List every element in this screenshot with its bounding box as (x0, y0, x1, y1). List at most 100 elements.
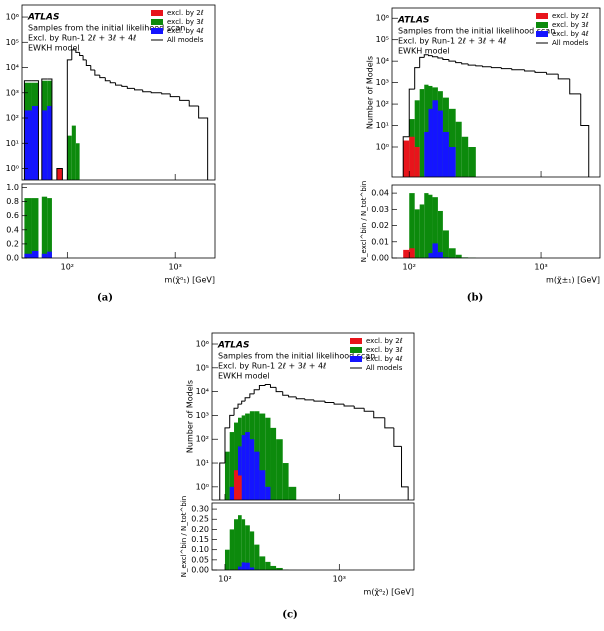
panel-caption: (c) (282, 610, 298, 621)
atlas-label: ATLAS (397, 16, 429, 26)
hist-bar (437, 110, 443, 177)
ratio-bar (224, 549, 230, 570)
hist-step (353, 405, 365, 409)
hist-bar (265, 486, 271, 500)
hist-step (414, 67, 420, 90)
ratio-bar (241, 519, 246, 570)
hist-step (31, 80, 39, 180)
y-tick-label: 10¹ (6, 139, 19, 148)
ratio-bar (47, 198, 52, 258)
hist-step (179, 96, 190, 101)
ratio-bar (31, 250, 39, 258)
legend-label: excl. by 3ℓ (366, 346, 403, 354)
y-tick-label: 10⁰ (196, 482, 209, 491)
hist-step (75, 49, 80, 53)
hist-step (384, 417, 394, 429)
hist-bar (238, 475, 242, 500)
hist-step (333, 402, 345, 405)
hist-step (569, 78, 581, 95)
ratio-plot (224, 515, 297, 570)
y-tick-label: 0.6 (6, 211, 19, 220)
y-tick-label: 0.04 (371, 189, 389, 198)
hist-step (219, 462, 225, 500)
upper-plot (23, 49, 209, 180)
x-tick-label: 10³ (333, 575, 346, 584)
annotation: Excl. by Run-1 2ℓ + 3ℓ + 4ℓ (398, 37, 506, 46)
legend-swatch (151, 28, 163, 34)
y-tick-label: 10⁰ (376, 143, 389, 152)
y-tick-label: 0.02 (371, 221, 389, 230)
hist-step (423, 54, 429, 58)
legend-label: excl. by 4ℓ (167, 27, 204, 35)
y-tick-label: 10¹ (376, 121, 389, 130)
ratio-bar (234, 519, 239, 570)
y-tick-label: 10⁴ (6, 63, 19, 72)
hist-step (324, 401, 335, 403)
hist-step (557, 74, 570, 80)
ratio-bar (41, 196, 48, 258)
axes-frame (211, 332, 415, 501)
x-tick-label: 10² (218, 575, 231, 584)
hist-bar (424, 84, 429, 177)
hist-step (169, 93, 180, 98)
ratio-plot (24, 196, 80, 258)
hist-bar (468, 147, 476, 177)
hist-bar (254, 451, 260, 500)
hist-step (275, 387, 283, 393)
hist-step (282, 391, 289, 396)
ratio-bar (249, 531, 255, 570)
legend-label: excl. by 3ℓ (167, 18, 204, 26)
hist-step (402, 136, 410, 177)
hist-step (448, 59, 456, 62)
y-tick-label: 0.00 (191, 566, 209, 575)
hist-step (373, 411, 385, 419)
axes-frame (391, 7, 601, 178)
hist-step (224, 427, 230, 464)
annotation: EWKH model (398, 47, 450, 56)
ratio-bar (41, 253, 48, 258)
hist-bar (414, 147, 420, 177)
hist-bar (229, 486, 235, 500)
y-tick-label: 10⁴ (196, 387, 209, 396)
hist-bar (461, 136, 469, 177)
y-tick-label: 0.25 (191, 515, 209, 524)
legend-label: excl. by 4ℓ (552, 30, 589, 38)
y-tick-label: 1.0 (6, 183, 19, 192)
y-tick-label: 10⁰ (6, 164, 19, 173)
hist-bar (414, 100, 420, 177)
x-tick-label: 10² (61, 263, 74, 272)
hist-step (419, 56, 425, 68)
hist-bar (282, 463, 289, 500)
hist-bar (270, 427, 277, 500)
y-tick-label: 0.0 (6, 254, 19, 263)
legend-swatch (536, 31, 548, 37)
ratio-bar (24, 198, 32, 258)
ratio-bar (238, 566, 242, 570)
hist-step (198, 105, 209, 180)
y-tick-label: 0.15 (191, 535, 209, 544)
hist-step (56, 167, 63, 180)
hist-bar (249, 439, 255, 500)
x-tick-label: 10² (403, 263, 416, 272)
ratio-bar (409, 248, 415, 258)
hist-step (534, 70, 547, 73)
ratio-axis-label: N_excl^bin / N_tot^bin (360, 181, 368, 262)
legend-swatch (536, 22, 548, 28)
hist-step (23, 80, 32, 180)
y-tick-label: 0.8 (6, 197, 19, 206)
hist-bar (71, 125, 76, 180)
hist-bar (234, 470, 239, 500)
hist-bar (424, 132, 429, 177)
hist-step (393, 427, 402, 447)
y-tick-label: 0.03 (371, 205, 389, 214)
hist-step (94, 69, 100, 76)
ratio-bar (437, 210, 443, 258)
y-tick-label: 0.20 (191, 525, 209, 534)
ratio-bar (245, 525, 250, 570)
ratio-bar (241, 562, 246, 570)
atlas-label: ATLAS (217, 341, 249, 351)
legend-label: excl. by 2ℓ (366, 337, 403, 345)
ratio-bar (24, 253, 32, 258)
ratio-bar (437, 252, 443, 258)
